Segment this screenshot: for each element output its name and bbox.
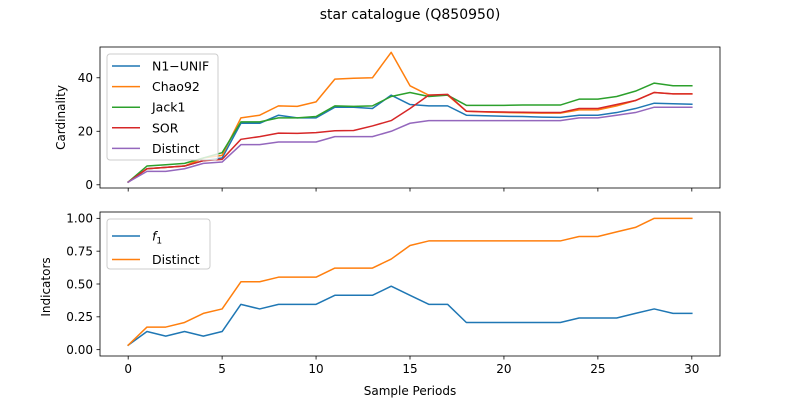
bottom-x-tick-label-1: 5: [218, 362, 226, 376]
bottom-legend-box: [106, 218, 211, 270]
top-series-line-3: [127, 91, 693, 184]
bottom-y-tick-label-2: 0.50: [66, 277, 93, 291]
top-panel: 0 20 40 N1−UNIF Chao92 Jack1 SOR Distinct Cardi…: [54, 46, 721, 192]
top-series-line-2: [127, 82, 693, 184]
top-series-line-0: [127, 94, 693, 184]
bottom-x-tick-label-2: 10: [308, 362, 323, 376]
top-series-line-1: [127, 51, 693, 184]
bottom-y-tick-label-4: 1.00: [66, 212, 93, 226]
top-series-line-4: [127, 106, 693, 184]
top-plot-area: 0 20 40 N1−UNIF Chao92 Jack1 SOR Distinct: [78, 46, 721, 192]
figure-title: star catalogue (Q850950): [320, 7, 501, 23]
top-legend-label-2: Jack1: [151, 100, 185, 115]
bottom-series-line-0: [127, 285, 693, 347]
top-legend-label-1: Chao92: [152, 79, 200, 94]
bottom-legend-label-0: f1: [152, 229, 162, 247]
bottom-x-tick-label-4: 20: [496, 362, 511, 376]
bottom-series-line-1: [127, 217, 693, 347]
bottom-panel: 0 5 10 15 20 25 30 0.00 0.25 0.50 0.75 1.00 f1 Distin…: [39, 211, 721, 398]
bottom-y-axis-label: Indicators: [39, 257, 53, 316]
bottom-plot-area: 0 5 10 15 20 25 30 0.00 0.25 0.50 0.75 1.00 f1 Distin…: [66, 211, 721, 376]
bottom-y-tick-label-0: 0.00: [66, 343, 93, 357]
top-y-tick-label-0: 0: [85, 178, 93, 192]
x-axis-label: Sample Periods: [364, 384, 456, 398]
bottom-x-tick-label-6: 30: [684, 362, 699, 376]
bottom-x-tick-label-0: 0: [124, 362, 132, 376]
top-legend: N1−UNIF Chao92 Jack1 SOR Distinct: [106, 53, 219, 161]
top-legend-label-3: SOR: [152, 120, 179, 135]
top-legend-label-0: N1−UNIF: [152, 59, 209, 74]
top-legend-label-4: Distinct: [152, 141, 200, 156]
bottom-legend: f1 Distinct: [106, 218, 211, 270]
top-y-axis-label: Cardinality: [54, 85, 68, 150]
bottom-x-tick-label-3: 15: [402, 362, 417, 376]
bottom-legend-label-1: Distinct: [152, 252, 200, 267]
top-legend-box: [106, 53, 219, 161]
top-y-tick-label-1: 20: [78, 125, 93, 139]
bottom-x-tick-label-5: 25: [590, 362, 605, 376]
bottom-y-tick-label-1: 0.25: [66, 310, 93, 324]
bottom-y-tick-label-3: 0.75: [66, 244, 93, 258]
top-y-tick-label-2: 40: [78, 71, 93, 85]
